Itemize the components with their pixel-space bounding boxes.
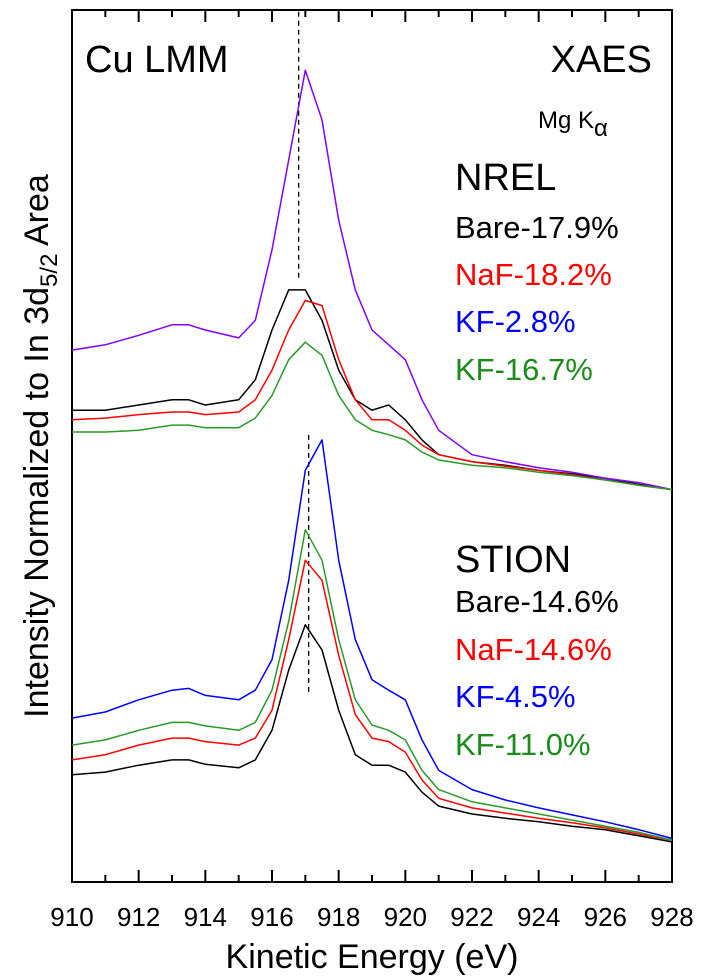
y-axis-label: Intensity Normalized to In 3d5/2 Area [18, 174, 63, 718]
annotation-subscript: α [594, 115, 608, 142]
y-label-subscript: 5/2 [36, 254, 63, 287]
x-tick-label: 914 [184, 902, 227, 932]
y-label-tail: Area [18, 174, 56, 253]
legend-entry: KF-4.5% [455, 679, 576, 714]
legend-entry: KF-11.0% [455, 727, 591, 762]
spectrum-line [71, 439, 673, 840]
spectrum-line [72, 289, 673, 491]
spectrum-line [71, 299, 673, 491]
x-tick-label: 926 [584, 902, 627, 932]
legend-entry: KF-2.8% [455, 304, 576, 339]
annotation: Cu LMM [85, 39, 229, 81]
spectrum-line [71, 559, 673, 841]
x-tick-label: 922 [450, 902, 493, 932]
x-tick-label: 912 [117, 902, 160, 932]
spectrum-line [71, 528, 673, 841]
x-tick-label: 924 [517, 902, 560, 932]
legend-title: NREL [455, 157, 556, 199]
legend-entry: KF-16.7% [455, 352, 593, 387]
legend-entry: Bare-17.9% [455, 210, 619, 245]
spectrum-line [71, 69, 673, 491]
legend-entry: NaF-14.6% [455, 632, 612, 667]
x-axis-label: Kinetic Energy (eV) [226, 938, 519, 976]
legend-entry: Bare-14.6% [455, 584, 619, 619]
spectrum-line [72, 341, 673, 491]
x-tick-label: 918 [317, 902, 360, 932]
x-tick-label: 920 [384, 902, 427, 932]
legend-entry: NaF-18.2% [455, 257, 612, 292]
annotation: Mg Kα [538, 107, 608, 142]
legend-title: STION [455, 539, 571, 581]
annotation: XAES [551, 39, 652, 81]
spectrum-line [71, 624, 673, 843]
y-label-main: Intensity Normalized to In 3d [18, 287, 56, 718]
x-tick-label: 910 [50, 902, 93, 932]
x-tick-label: 916 [250, 902, 293, 932]
annotation-main: Mg K [538, 107, 594, 134]
x-tick-label: 928 [650, 902, 693, 932]
